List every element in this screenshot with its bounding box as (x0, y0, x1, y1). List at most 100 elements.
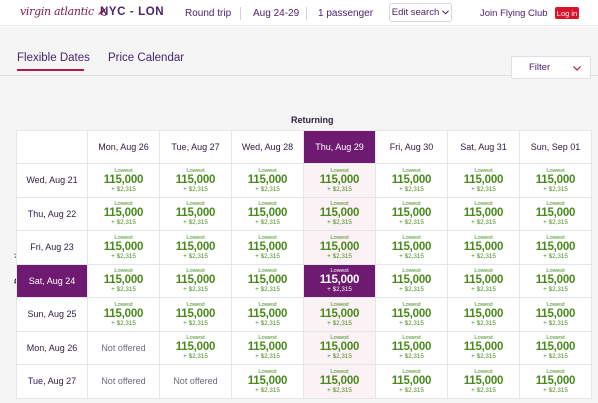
return-date-header[interactable]: Sat, Aug 31 (448, 130, 520, 164)
fare-taxes: + $2,315 (111, 219, 136, 227)
join-flying-club-link[interactable]: Join Flying Club (480, 8, 548, 19)
fare-cell[interactable]: Lowest 115,000 + $2,315 (448, 197, 520, 231)
fare-cell[interactable]: Lowest 115,000 + $2,315 (376, 164, 448, 198)
fare-cell[interactable]: Lowest 115,000 + $2,315 (304, 164, 376, 198)
fare-points: 115,000 (319, 207, 360, 220)
lowest-tag: Lowest (474, 201, 493, 208)
fare-cell[interactable]: Lowest 115,000 + $2,315 (304, 365, 376, 399)
fare-cell[interactable]: Lowest 115,000 + $2,315 (520, 164, 592, 198)
fare-cell[interactable]: Lowest 115,000 + $2,315 (88, 164, 160, 198)
depart-date-header[interactable]: Thu, Aug 22 (16, 197, 88, 231)
lowest-tag: Lowest (186, 301, 205, 308)
fare-taxes: + $2,315 (255, 319, 280, 327)
tab-flexible-dates[interactable]: Flexible Dates (17, 52, 90, 64)
fare-cell[interactable]: Lowest 115,000 + $2,315 (448, 331, 520, 365)
fare-points: 115,000 (391, 240, 432, 253)
fare-cell[interactable]: Lowest 115,000 + $2,315 (376, 331, 448, 365)
fare-cell[interactable]: Lowest 115,000 + $2,315 (304, 298, 376, 332)
fare-cell[interactable]: Lowest 115,000 + $2,315 (88, 264, 160, 298)
lowest-tag: Lowest (546, 167, 565, 174)
lowest-tag: Lowest (258, 301, 277, 308)
return-date-header[interactable]: Mon, Aug 26 (88, 130, 160, 164)
fare-cell[interactable]: Lowest 115,000 + $2,315 (88, 298, 160, 332)
fare-cell[interactable]: Lowest 115,000 + $2,315 (520, 231, 592, 265)
fare-cell[interactable]: Lowest 115,000 + $2,315 (376, 197, 448, 231)
route-title: NYC - LON (100, 6, 165, 18)
fare-cell[interactable]: Lowest 115,000 + $2,315 (304, 264, 376, 298)
fare-taxes: + $2,315 (183, 319, 208, 327)
fare-cell[interactable]: Lowest 115,000 + $2,315 (448, 365, 520, 399)
fare-cell[interactable]: Lowest 115,000 + $2,315 (520, 264, 592, 298)
fare-cell[interactable]: Lowest 115,000 + $2,315 (376, 298, 448, 332)
fare-cell[interactable]: Lowest 115,000 + $2,315 (376, 231, 448, 265)
fare-points: 115,000 (319, 173, 360, 186)
virgin-atlantic-logo[interactable]: virgin atlantic (20, 5, 108, 18)
lowest-tag: Lowest (330, 368, 349, 375)
fare-cell[interactable]: Lowest 115,000 + $2,315 (448, 231, 520, 265)
fare-points: 115,000 (175, 307, 216, 320)
fare-cell[interactable]: Lowest 115,000 + $2,315 (160, 231, 232, 265)
fare-taxes: + $2,315 (543, 185, 568, 193)
fare-cell[interactable]: Lowest 115,000 + $2,315 (160, 164, 232, 198)
fare-points: 115,000 (535, 274, 576, 287)
login-button[interactable]: Log in (555, 7, 579, 19)
lowest-tag: Lowest (474, 234, 493, 241)
fare-cell[interactable]: Lowest 115,000 + $2,315 (520, 298, 592, 332)
fare-points: 115,000 (247, 240, 288, 253)
fare-cell[interactable]: Lowest 115,000 + $2,315 (448, 264, 520, 298)
fare-cell[interactable]: Lowest 115,000 + $2,315 (88, 231, 160, 265)
fare-cell[interactable]: Lowest 115,000 + $2,315 (160, 264, 232, 298)
depart-date-header[interactable]: Tue, Aug 27 (16, 365, 88, 399)
fare-taxes: + $2,315 (111, 252, 136, 260)
fare-points: 115,000 (391, 173, 432, 186)
fare-cell[interactable]: Lowest 115,000 + $2,315 (304, 231, 376, 265)
fare-points: 115,000 (247, 173, 288, 186)
fare-cell[interactable]: Lowest 115,000 + $2,315 (160, 197, 232, 231)
depart-date-header[interactable]: Sun, Aug 25 (16, 298, 88, 332)
fare-cell[interactable]: Lowest 115,000 + $2,315 (304, 197, 376, 231)
lowest-tag: Lowest (258, 368, 277, 375)
not-offered-label: Not offered (101, 376, 146, 387)
fare-cell[interactable]: Lowest 115,000 + $2,315 (304, 331, 376, 365)
filter-dropdown[interactable]: Filter (511, 56, 591, 79)
fare-cell[interactable]: Lowest 115,000 + $2,315 (232, 197, 304, 231)
fare-taxes: + $2,315 (183, 219, 208, 227)
fare-points: 115,000 (463, 307, 504, 320)
depart-date-header[interactable]: Fri, Aug 23 (16, 231, 88, 265)
fare-cell[interactable]: Lowest 115,000 + $2,315 (448, 298, 520, 332)
grid-row: Mon, Aug 26 Not offered Lowest 115,000 + $2,… (16, 331, 592, 365)
fare-cell[interactable]: Lowest 115,000 + $2,315 (520, 365, 592, 399)
lowest-tag: Lowest (114, 234, 133, 241)
fare-cell[interactable]: Lowest 115,000 + $2,315 (88, 197, 160, 231)
fare-cell[interactable]: Lowest 115,000 + $2,315 (232, 164, 304, 198)
fare-cell[interactable]: Lowest 115,000 + $2,315 (160, 298, 232, 332)
fare-taxes: + $2,315 (255, 219, 280, 227)
fare-cell[interactable]: Lowest 115,000 + $2,315 (520, 197, 592, 231)
fare-cell[interactable]: Lowest 115,000 + $2,315 (160, 331, 232, 365)
tab-price-calendar[interactable]: Price Calendar (108, 52, 185, 64)
return-date-header[interactable]: Thu, Aug 29 (304, 130, 376, 164)
fare-cell[interactable]: Lowest 115,000 + $2,315 (232, 264, 304, 298)
return-date-header[interactable]: Sun, Sep 01 (520, 130, 592, 164)
depart-date-header[interactable]: Mon, Aug 26 (16, 331, 88, 365)
not-offered-label: Not offered (101, 342, 146, 353)
return-date-header[interactable]: Wed, Aug 28 (232, 130, 304, 164)
fare-points: 115,000 (391, 274, 432, 287)
fare-cell[interactable]: Lowest 115,000 + $2,315 (232, 331, 304, 365)
fare-cell[interactable]: Lowest 115,000 + $2,315 (232, 231, 304, 265)
lowest-tag: Lowest (546, 368, 565, 375)
fare-cell[interactable]: Lowest 115,000 + $2,315 (376, 264, 448, 298)
return-date-header[interactable]: Tue, Aug 27 (160, 130, 232, 164)
fare-cell[interactable]: Lowest 115,000 + $2,315 (232, 365, 304, 399)
fare-points: 115,000 (103, 207, 144, 220)
fare-taxes: + $2,315 (471, 185, 496, 193)
fare-taxes: + $2,315 (471, 319, 496, 327)
depart-date-header[interactable]: Wed, Aug 21 (16, 164, 88, 198)
edit-search-button[interactable]: Edit search (389, 3, 452, 22)
fare-cell[interactable]: Lowest 115,000 + $2,315 (448, 164, 520, 198)
fare-cell[interactable]: Lowest 115,000 + $2,315 (376, 365, 448, 399)
return-date-header[interactable]: Fri, Aug 30 (376, 130, 448, 164)
fare-cell[interactable]: Lowest 115,000 + $2,315 (232, 298, 304, 332)
depart-date-header[interactable]: Sat, Aug 24 (16, 264, 88, 298)
fare-cell[interactable]: Lowest 115,000 + $2,315 (520, 331, 592, 365)
